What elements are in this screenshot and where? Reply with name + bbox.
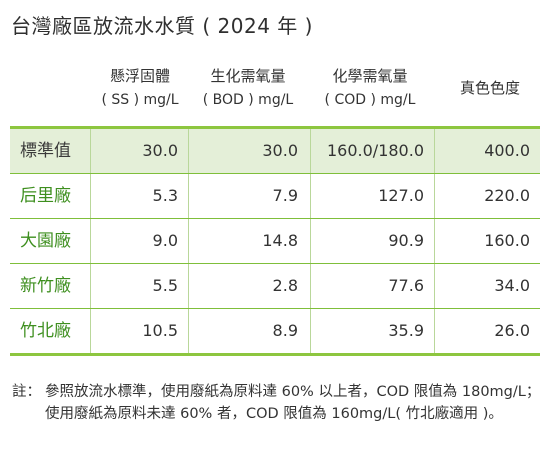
cell-cod: 160.0/180.0: [327, 141, 424, 160]
row-separator: [10, 308, 540, 309]
page-title: 台灣廠區放流水水質 ( 2024 年 ): [11, 14, 313, 38]
footnote-text: 參照放流水標準，使用廢紙為原料達 60% 以上者，COD 限值為 180mg/L…: [45, 384, 541, 422]
header-cod-title: 化學需氧量: [332, 67, 408, 85]
header-bod-title: 生化需氧量: [210, 67, 286, 85]
header-cod-unit: ( COD ) mg/L: [324, 92, 416, 108]
row-separator: [10, 173, 540, 174]
header-ss-title: 懸浮固體: [109, 67, 170, 85]
header-ss-unit: ( SS ) mg/L: [101, 92, 179, 108]
header-ss: 懸浮固體 ( SS ) mg/L: [90, 64, 190, 112]
row-separator: [10, 218, 540, 219]
cell-ss: 10.5: [142, 321, 178, 340]
footnote-label: 註：: [12, 384, 41, 400]
cell-color: 220.0: [484, 186, 530, 205]
row-label: 大園廠: [20, 231, 71, 251]
row-label: 后里廠: [20, 186, 71, 206]
cell-color: 34.0: [494, 276, 530, 295]
footnote: 註： 參照放流水標準，使用廢紙為原料達 60% 以上者，COD 限值為 180m…: [12, 381, 542, 425]
table-row-standard: 標準值 30.0 30.0 160.0/180.0 400.0: [10, 129, 540, 173]
column-divider: [188, 129, 189, 173]
table-row-hsinchu: 新竹廠 5.5 2.8 77.6 34.0: [10, 264, 540, 308]
cell-color: 26.0: [494, 321, 530, 340]
bottom-rule: [10, 353, 540, 356]
column-divider: [434, 264, 435, 308]
header-color: 真色色度: [440, 76, 540, 100]
cell-cod: 127.0: [378, 186, 424, 205]
cell-ss: 5.3: [152, 186, 178, 205]
cell-color: 400.0: [484, 141, 530, 160]
column-divider: [90, 309, 91, 353]
column-divider: [434, 129, 435, 173]
cell-bod: 8.9: [272, 321, 298, 340]
column-divider: [188, 219, 189, 263]
table-row-zhubei: 竹北廠 10.5 8.9 35.9 26.0: [10, 309, 540, 353]
column-divider: [310, 129, 311, 173]
column-divider: [90, 174, 91, 218]
header-color-title: 真色色度: [459, 79, 520, 97]
table-header: 懸浮固體 ( SS ) mg/L 生化需氧量 ( BOD ) mg/L 化學需氧…: [10, 62, 540, 126]
cell-cod: 77.6: [388, 276, 424, 295]
column-divider: [434, 309, 435, 353]
column-divider: [90, 264, 91, 308]
cell-bod: 30.0: [262, 141, 298, 160]
column-divider: [188, 309, 189, 353]
cell-color: 160.0: [484, 231, 530, 250]
row-label: 標準值: [20, 141, 71, 161]
row-separator: [10, 263, 540, 264]
header-cod: 化學需氧量 ( COD ) mg/L: [310, 64, 430, 112]
cell-ss: 5.5: [152, 276, 178, 295]
cell-ss: 30.0: [142, 141, 178, 160]
header-bod: 生化需氧量 ( BOD ) mg/L: [192, 64, 304, 112]
column-divider: [90, 219, 91, 263]
cell-ss: 9.0: [152, 231, 178, 250]
cell-bod: 2.8: [272, 276, 298, 295]
column-divider: [310, 309, 311, 353]
column-divider: [310, 174, 311, 218]
column-divider: [188, 174, 189, 218]
cell-cod: 90.9: [388, 231, 424, 250]
row-label: 新竹廠: [20, 276, 71, 296]
column-divider: [310, 219, 311, 263]
header-bod-unit: ( BOD ) mg/L: [202, 92, 294, 108]
column-divider: [310, 264, 311, 308]
row-label: 竹北廠: [20, 321, 71, 341]
cell-bod: 7.9: [272, 186, 298, 205]
table-row-dayuan: 大園廠 9.0 14.8 90.9 160.0: [10, 219, 540, 263]
water-quality-table: 懸浮固體 ( SS ) mg/L 生化需氧量 ( BOD ) mg/L 化學需氧…: [10, 62, 540, 356]
cell-bod: 14.8: [262, 231, 298, 250]
column-divider: [434, 219, 435, 263]
table-row-houli: 后里廠 5.3 7.9 127.0 220.0: [10, 174, 540, 218]
cell-cod: 35.9: [388, 321, 424, 340]
column-divider: [434, 174, 435, 218]
column-divider: [90, 129, 91, 173]
column-divider: [188, 264, 189, 308]
header-rule: [10, 126, 540, 129]
